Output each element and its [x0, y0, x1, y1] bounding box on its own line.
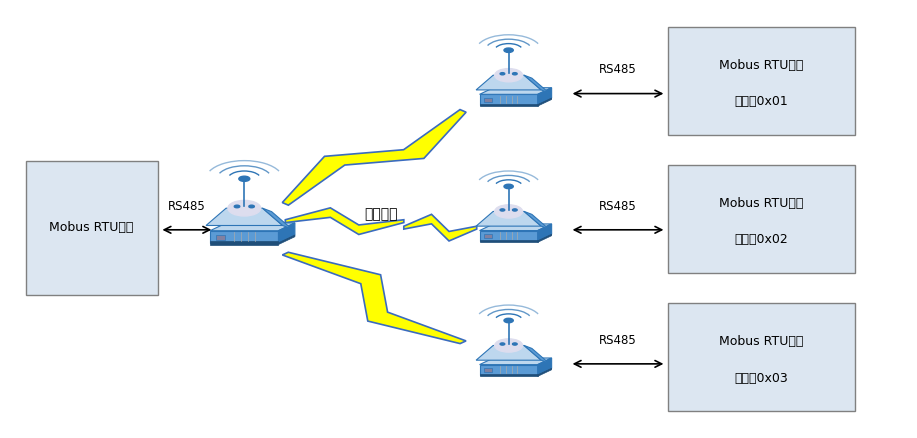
Polygon shape: [525, 75, 549, 93]
FancyBboxPatch shape: [484, 368, 492, 372]
Text: 地址：0x01: 地址：0x01: [735, 95, 789, 108]
Text: Mobus RTU从机: Mobus RTU从机: [719, 336, 803, 348]
Text: Mobus RTU从机: Mobus RTU从机: [719, 59, 803, 71]
Polygon shape: [537, 88, 552, 105]
FancyBboxPatch shape: [215, 235, 225, 240]
Text: 地址：0x02: 地址：0x02: [735, 233, 789, 246]
Circle shape: [238, 176, 249, 181]
FancyBboxPatch shape: [480, 103, 537, 106]
Polygon shape: [537, 224, 552, 241]
Polygon shape: [480, 358, 552, 364]
Circle shape: [504, 48, 514, 53]
FancyBboxPatch shape: [480, 374, 537, 376]
Polygon shape: [525, 346, 549, 363]
Circle shape: [249, 205, 254, 208]
Polygon shape: [537, 368, 552, 376]
Text: 无线通信: 无线通信: [364, 208, 398, 222]
FancyBboxPatch shape: [668, 304, 855, 411]
Circle shape: [494, 69, 523, 82]
Polygon shape: [403, 214, 477, 241]
FancyBboxPatch shape: [668, 27, 855, 134]
Polygon shape: [282, 252, 466, 343]
Polygon shape: [476, 75, 541, 90]
Text: 地址：0x03: 地址：0x03: [735, 371, 789, 385]
Polygon shape: [537, 358, 552, 375]
FancyBboxPatch shape: [480, 240, 537, 242]
Text: RS485: RS485: [599, 334, 637, 346]
Circle shape: [494, 339, 523, 352]
Polygon shape: [210, 223, 295, 231]
Circle shape: [513, 343, 517, 345]
Circle shape: [234, 205, 239, 208]
Circle shape: [513, 209, 517, 211]
Polygon shape: [476, 346, 541, 360]
Polygon shape: [525, 212, 549, 229]
Text: RS485: RS485: [599, 64, 637, 76]
Polygon shape: [476, 212, 541, 226]
Polygon shape: [282, 110, 466, 205]
Circle shape: [513, 73, 517, 75]
Circle shape: [494, 205, 523, 218]
Polygon shape: [262, 208, 292, 229]
FancyBboxPatch shape: [480, 364, 537, 375]
Polygon shape: [206, 208, 282, 226]
Polygon shape: [279, 235, 295, 244]
Polygon shape: [480, 224, 552, 230]
Circle shape: [504, 184, 514, 189]
FancyBboxPatch shape: [480, 230, 537, 241]
FancyBboxPatch shape: [484, 234, 492, 238]
Polygon shape: [279, 223, 295, 243]
Circle shape: [228, 201, 260, 216]
Text: RS485: RS485: [599, 200, 637, 212]
FancyBboxPatch shape: [480, 94, 537, 105]
Circle shape: [504, 318, 514, 323]
Polygon shape: [537, 234, 552, 242]
Polygon shape: [285, 208, 403, 234]
Circle shape: [500, 209, 504, 211]
Polygon shape: [480, 88, 552, 94]
FancyBboxPatch shape: [210, 241, 279, 244]
FancyBboxPatch shape: [26, 161, 158, 295]
Polygon shape: [537, 98, 552, 106]
FancyBboxPatch shape: [210, 231, 279, 243]
Text: RS485: RS485: [168, 200, 205, 212]
FancyBboxPatch shape: [484, 98, 492, 102]
Circle shape: [500, 343, 504, 345]
Circle shape: [500, 73, 504, 75]
Text: Mobus RTU从机: Mobus RTU从机: [719, 197, 803, 210]
Text: Mobus RTU主机: Mobus RTU主机: [50, 221, 134, 234]
FancyBboxPatch shape: [668, 165, 855, 273]
